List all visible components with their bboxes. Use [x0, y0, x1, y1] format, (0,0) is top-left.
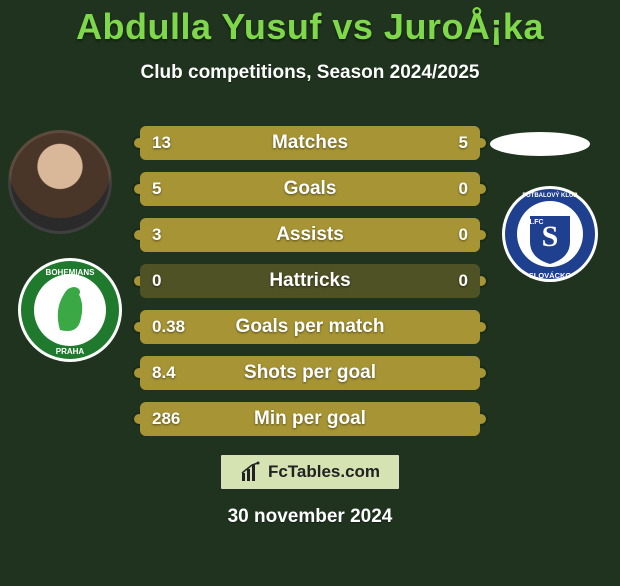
brand-chart-icon: [240, 461, 262, 483]
svg-text:S: S: [542, 220, 559, 253]
bar-label: Min per goal: [110, 402, 510, 436]
footer-date: 30 november 2024: [0, 506, 620, 528]
svg-text:SLOVÁCKO: SLOVÁCKO: [529, 271, 572, 280]
bar-label: Shots per goal: [110, 356, 510, 390]
bar-label: Goals per match: [110, 310, 510, 344]
player-left-avatar: [8, 130, 112, 234]
page-title: Abdulla Yusuf vs JuroÅ¡ka: [0, 6, 620, 48]
svg-text:BOHEMIANS: BOHEMIANS: [46, 268, 96, 277]
stat-bar-row: 50Goals: [110, 172, 510, 206]
brand-box: FcTables.com: [220, 454, 400, 490]
bar-label: Matches: [110, 126, 510, 160]
bar-label: Hattricks: [110, 264, 510, 298]
brand-text: FcTables.com: [268, 462, 380, 482]
stat-bar-row: 135Matches: [110, 126, 510, 160]
bars-container: 135Matches 50Goals 30Assists 00Hattricks 0.3…: [110, 126, 510, 448]
bar-label: Goals: [110, 172, 510, 206]
svg-text:PRAHA: PRAHA: [56, 347, 85, 356]
subtitle: Club competitions, Season 2024/2025: [0, 62, 620, 84]
stat-bar-row: 30Assists: [110, 218, 510, 252]
club-right-badge: S FOTBALOVÝ KLUB SLOVÁCKO 1.FC: [500, 184, 600, 284]
stat-bar-row: 00Hattricks: [110, 264, 510, 298]
comparison-stage: BOHEMIANS PRAHA S FOTBALOVÝ KLUB SLOVÁCK…: [0, 126, 620, 446]
stat-bar-row: 286Min per goal: [110, 402, 510, 436]
stat-bar-row: 0.38Goals per match: [110, 310, 510, 344]
bar-label: Assists: [110, 218, 510, 252]
svg-text:1.FC: 1.FC: [528, 219, 543, 226]
stat-bar-row: 8.4Shots per goal: [110, 356, 510, 390]
svg-text:FOTBALOVÝ KLUB: FOTBALOVÝ KLUB: [522, 192, 578, 199]
club-left-badge: BOHEMIANS PRAHA: [16, 256, 124, 364]
